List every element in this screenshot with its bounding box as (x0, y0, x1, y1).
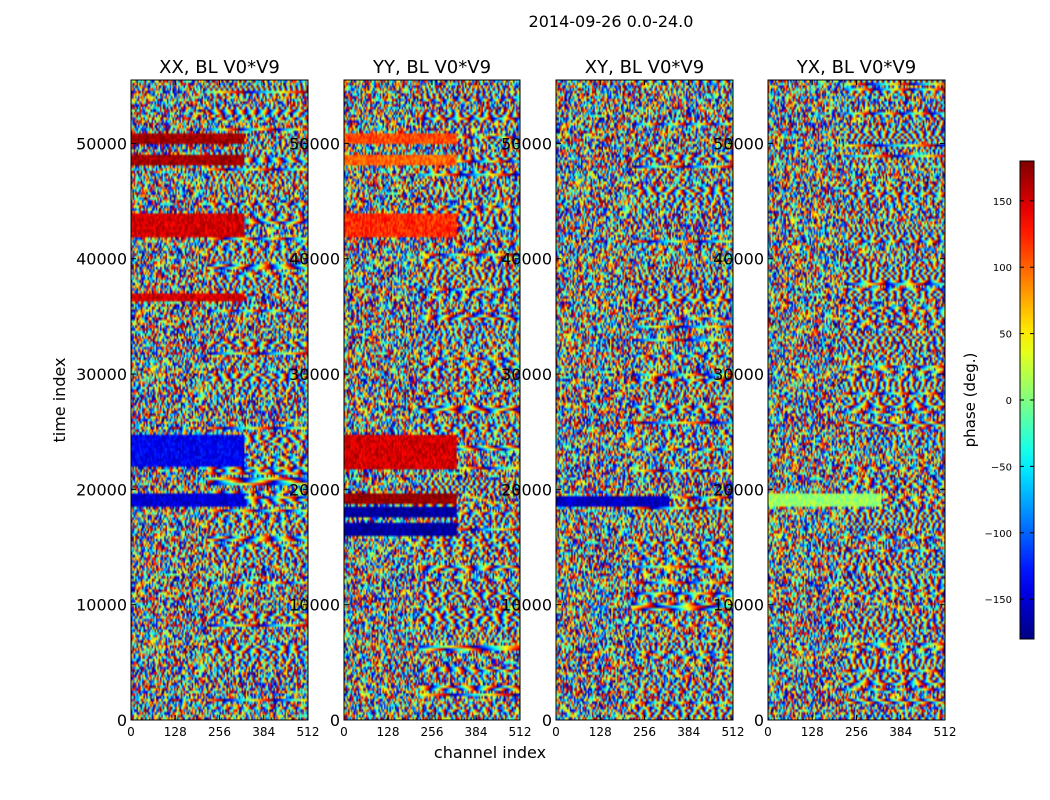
x-tick-label: 0 (127, 725, 135, 739)
x-tick-label: 384 (252, 725, 275, 739)
y-tick-label: 40000 (713, 250, 764, 269)
y-axis-label: time index (50, 357, 69, 442)
y-tick-label: 0 (117, 711, 127, 730)
x-tick-label: 256 (421, 725, 444, 739)
x-tick-label: 512 (297, 725, 320, 739)
y-tick-label: 30000 (501, 365, 552, 384)
x-tick-label: 512 (934, 725, 957, 739)
x-axis-label: channel index (434, 743, 546, 762)
x-tick-label: 256 (633, 725, 656, 739)
phase-image (131, 80, 308, 720)
y-tick-label: 50000 (713, 134, 764, 153)
panel-3: 0 128 256 384 512 0 10000 20000 30000 40000 50000 X… (501, 57, 744, 739)
panel-title: YX, BL V0*V9 (796, 57, 916, 78)
colorbar-tick-label: 50 (999, 330, 1012, 341)
x-tick-label: 512 (509, 725, 532, 739)
x-tick-label: 0 (552, 725, 560, 739)
panel-4: 0 128 256 384 512 0 10000 20000 30000 40000 50000 Y… (713, 57, 956, 739)
y-tick-label: 10000 (289, 596, 340, 615)
colorbar-tick-label: 150 (993, 197, 1012, 208)
y-tick-label: 30000 (713, 365, 764, 384)
x-tick-label: 512 (722, 725, 745, 739)
x-tick-label: 384 (889, 725, 912, 739)
y-tick-label: 40000 (289, 250, 340, 269)
x-tick-label: 128 (589, 725, 612, 739)
panel-title: XX, BL V0*V9 (159, 57, 280, 78)
phase-image (768, 80, 945, 720)
y-tick-label: 40000 (501, 250, 552, 269)
y-tick-label: 20000 (501, 480, 552, 499)
y-tick-label: 30000 (76, 365, 127, 384)
x-tick-label: 0 (340, 725, 348, 739)
phase-image (344, 80, 520, 720)
x-tick-label: 128 (164, 725, 187, 739)
colorbar-tick-label: 100 (993, 263, 1012, 274)
x-tick-label: 128 (377, 725, 400, 739)
y-tick-label: 10000 (713, 596, 764, 615)
figure-title: 2014-09-26 0.0-24.0 (528, 12, 694, 31)
panel-2: 0 128 256 384 512 0 10000 20000 30000 40000 50000 Y… (289, 57, 531, 739)
y-tick-label: 50000 (76, 134, 127, 153)
y-tick-label: 20000 (76, 480, 127, 499)
y-tick-label: 50000 (501, 134, 552, 153)
x-tick-label: 384 (465, 725, 488, 739)
panel-title: YY, BL V0*V9 (372, 57, 491, 78)
y-tick-label: 40000 (76, 250, 127, 269)
y-tick-label: 0 (542, 711, 552, 730)
y-tick-label: 30000 (289, 365, 340, 384)
panel-1: 0 128 256 384 512 0 10000 20000 30000 40000 50000 X… (50, 57, 319, 739)
x-tick-label: 128 (801, 725, 824, 739)
y-tick-label: 20000 (289, 480, 340, 499)
phase-image (556, 80, 733, 720)
colorbar-tick-label: −50 (991, 462, 1012, 473)
colorbar-tick-label: −100 (985, 529, 1012, 540)
x-tick-label: 384 (677, 725, 700, 739)
y-tick-label: 50000 (289, 134, 340, 153)
x-tick-label: 256 (845, 725, 868, 739)
panel-title: XY, BL V0*V9 (585, 57, 704, 78)
y-tick-label: 0 (330, 711, 340, 730)
colorbar: 150 100 50 0 −50 −100 −150 phase (deg.) (961, 160, 1035, 640)
colorbar-tick-label: −150 (985, 595, 1012, 606)
y-tick-label: 10000 (501, 596, 552, 615)
x-tick-label: 0 (764, 725, 772, 739)
y-tick-label: 10000 (76, 596, 127, 615)
colorbar-tick-label: 0 (1006, 396, 1012, 407)
x-tick-label: 256 (208, 725, 231, 739)
y-tick-label: 0 (754, 711, 764, 730)
colorbar-label: phase (deg.) (961, 353, 979, 448)
y-tick-label: 20000 (713, 480, 764, 499)
